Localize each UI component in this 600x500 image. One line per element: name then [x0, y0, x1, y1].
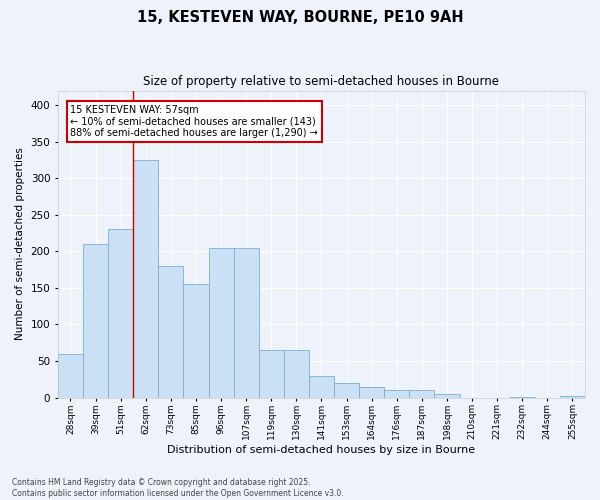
Bar	[209, 248, 233, 398]
Title: Size of property relative to semi-detached houses in Bourne: Size of property relative to semi-detach…	[143, 75, 499, 88]
Bar	[334, 383, 359, 398]
Bar	[184, 284, 209, 398]
Bar	[384, 390, 409, 398]
Text: Contains HM Land Registry data © Crown copyright and database right 2025.
Contai: Contains HM Land Registry data © Crown c…	[12, 478, 344, 498]
Bar	[284, 350, 309, 398]
Y-axis label: Number of semi-detached properties: Number of semi-detached properties	[15, 148, 25, 340]
Bar	[510, 397, 535, 398]
Bar	[58, 354, 83, 398]
Text: 15, KESTEVEN WAY, BOURNE, PE10 9AH: 15, KESTEVEN WAY, BOURNE, PE10 9AH	[137, 10, 463, 25]
Bar	[409, 390, 434, 398]
Bar	[133, 160, 158, 398]
Text: 15 KESTEVEN WAY: 57sqm
← 10% of semi-detached houses are smaller (143)
88% of se: 15 KESTEVEN WAY: 57sqm ← 10% of semi-det…	[70, 105, 318, 138]
Bar	[309, 376, 334, 398]
Bar	[233, 248, 259, 398]
Bar	[158, 266, 184, 398]
Bar	[359, 386, 384, 398]
Bar	[108, 230, 133, 398]
X-axis label: Distribution of semi-detached houses by size in Bourne: Distribution of semi-detached houses by …	[167, 445, 476, 455]
Bar	[83, 244, 108, 398]
Bar	[434, 394, 460, 398]
Bar	[259, 350, 284, 398]
Bar	[560, 396, 585, 398]
